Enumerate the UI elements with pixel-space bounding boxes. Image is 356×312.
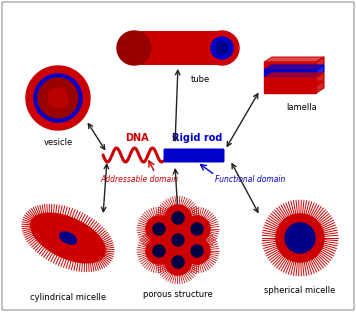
Polygon shape	[153, 223, 165, 235]
Text: DNA: DNA	[125, 133, 149, 143]
Polygon shape	[264, 73, 324, 78]
Polygon shape	[153, 245, 165, 257]
Polygon shape	[191, 245, 203, 257]
Polygon shape	[316, 65, 324, 77]
Text: Functional domain: Functional domain	[215, 175, 286, 184]
Polygon shape	[38, 78, 78, 118]
Text: vesicle: vesicle	[43, 138, 73, 147]
Polygon shape	[276, 214, 324, 262]
Polygon shape	[285, 223, 315, 253]
Polygon shape	[26, 66, 90, 130]
Polygon shape	[165, 205, 191, 231]
Polygon shape	[184, 216, 210, 242]
Polygon shape	[165, 227, 191, 253]
Text: tube: tube	[190, 75, 210, 84]
Polygon shape	[316, 73, 324, 85]
Polygon shape	[211, 37, 233, 59]
Polygon shape	[59, 232, 77, 244]
Text: porous structure: porous structure	[143, 290, 213, 299]
Polygon shape	[316, 57, 324, 69]
FancyBboxPatch shape	[163, 149, 225, 163]
Polygon shape	[146, 238, 172, 264]
Polygon shape	[264, 86, 316, 93]
Polygon shape	[165, 249, 191, 275]
Text: Rigid rod: Rigid rod	[172, 133, 222, 143]
Polygon shape	[264, 65, 324, 70]
Polygon shape	[31, 213, 105, 263]
Polygon shape	[316, 81, 324, 93]
Polygon shape	[184, 238, 210, 264]
Polygon shape	[264, 81, 324, 86]
Polygon shape	[216, 42, 228, 54]
Polygon shape	[172, 256, 184, 268]
Polygon shape	[172, 234, 184, 246]
Polygon shape	[264, 62, 316, 69]
Polygon shape	[205, 31, 239, 65]
Polygon shape	[191, 223, 203, 235]
FancyBboxPatch shape	[133, 31, 223, 65]
Polygon shape	[146, 216, 172, 242]
Text: cylindrical micelle: cylindrical micelle	[30, 293, 106, 302]
Polygon shape	[117, 31, 151, 65]
Polygon shape	[172, 212, 184, 224]
Text: lamella: lamella	[287, 103, 318, 112]
Polygon shape	[48, 88, 68, 108]
Polygon shape	[34, 74, 82, 122]
Polygon shape	[264, 78, 316, 85]
Text: spherical micelle: spherical micelle	[264, 286, 336, 295]
Text: Addressable domain: Addressable domain	[100, 175, 178, 184]
Polygon shape	[264, 57, 324, 62]
Polygon shape	[264, 70, 316, 77]
